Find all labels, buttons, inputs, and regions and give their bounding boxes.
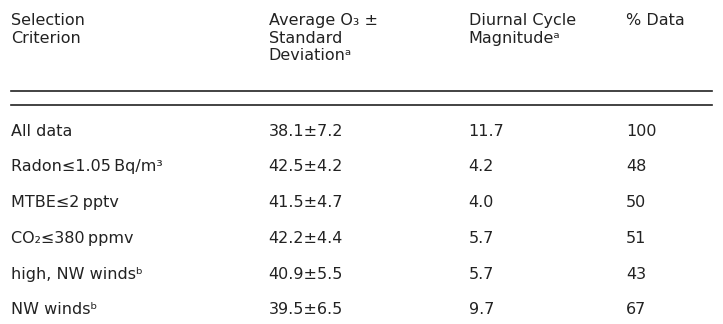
- Text: 50: 50: [626, 195, 646, 210]
- Text: Radon≤1.05 Bq/m³: Radon≤1.05 Bq/m³: [12, 159, 163, 175]
- Text: Average O₃ ±
Standard
Deviationᵃ: Average O₃ ± Standard Deviationᵃ: [268, 14, 377, 63]
- Text: 41.5±4.7: 41.5±4.7: [268, 195, 343, 210]
- Text: 48: 48: [626, 159, 646, 175]
- Text: 5.7: 5.7: [469, 231, 494, 246]
- Text: MTBE≤2 pptv: MTBE≤2 pptv: [12, 195, 119, 210]
- Text: 43: 43: [626, 267, 646, 282]
- Text: 4.2: 4.2: [469, 159, 494, 175]
- Text: 11.7: 11.7: [469, 124, 505, 139]
- Text: 40.9±5.5: 40.9±5.5: [268, 267, 343, 282]
- Text: % Data: % Data: [626, 14, 685, 29]
- Text: CO₂≤380 ppmv: CO₂≤380 ppmv: [12, 231, 134, 246]
- Text: 5.7: 5.7: [469, 267, 494, 282]
- Text: high, NW windsᵇ: high, NW windsᵇ: [12, 267, 143, 282]
- Text: Diurnal Cycle
Magnitudeᵃ: Diurnal Cycle Magnitudeᵃ: [469, 14, 576, 46]
- Text: All data: All data: [12, 124, 73, 139]
- Text: 38.1±7.2: 38.1±7.2: [268, 124, 343, 139]
- Text: 42.5±4.2: 42.5±4.2: [268, 159, 343, 175]
- Text: 67: 67: [626, 302, 646, 318]
- Text: 9.7: 9.7: [469, 302, 494, 318]
- Text: Selection
Criterion: Selection Criterion: [12, 14, 85, 46]
- Text: NW windsᵇ: NW windsᵇ: [12, 302, 98, 318]
- Text: 4.0: 4.0: [469, 195, 494, 210]
- Text: 42.2±4.4: 42.2±4.4: [268, 231, 343, 246]
- Text: 51: 51: [626, 231, 646, 246]
- Text: 39.5±6.5: 39.5±6.5: [268, 302, 343, 318]
- Text: 100: 100: [626, 124, 656, 139]
